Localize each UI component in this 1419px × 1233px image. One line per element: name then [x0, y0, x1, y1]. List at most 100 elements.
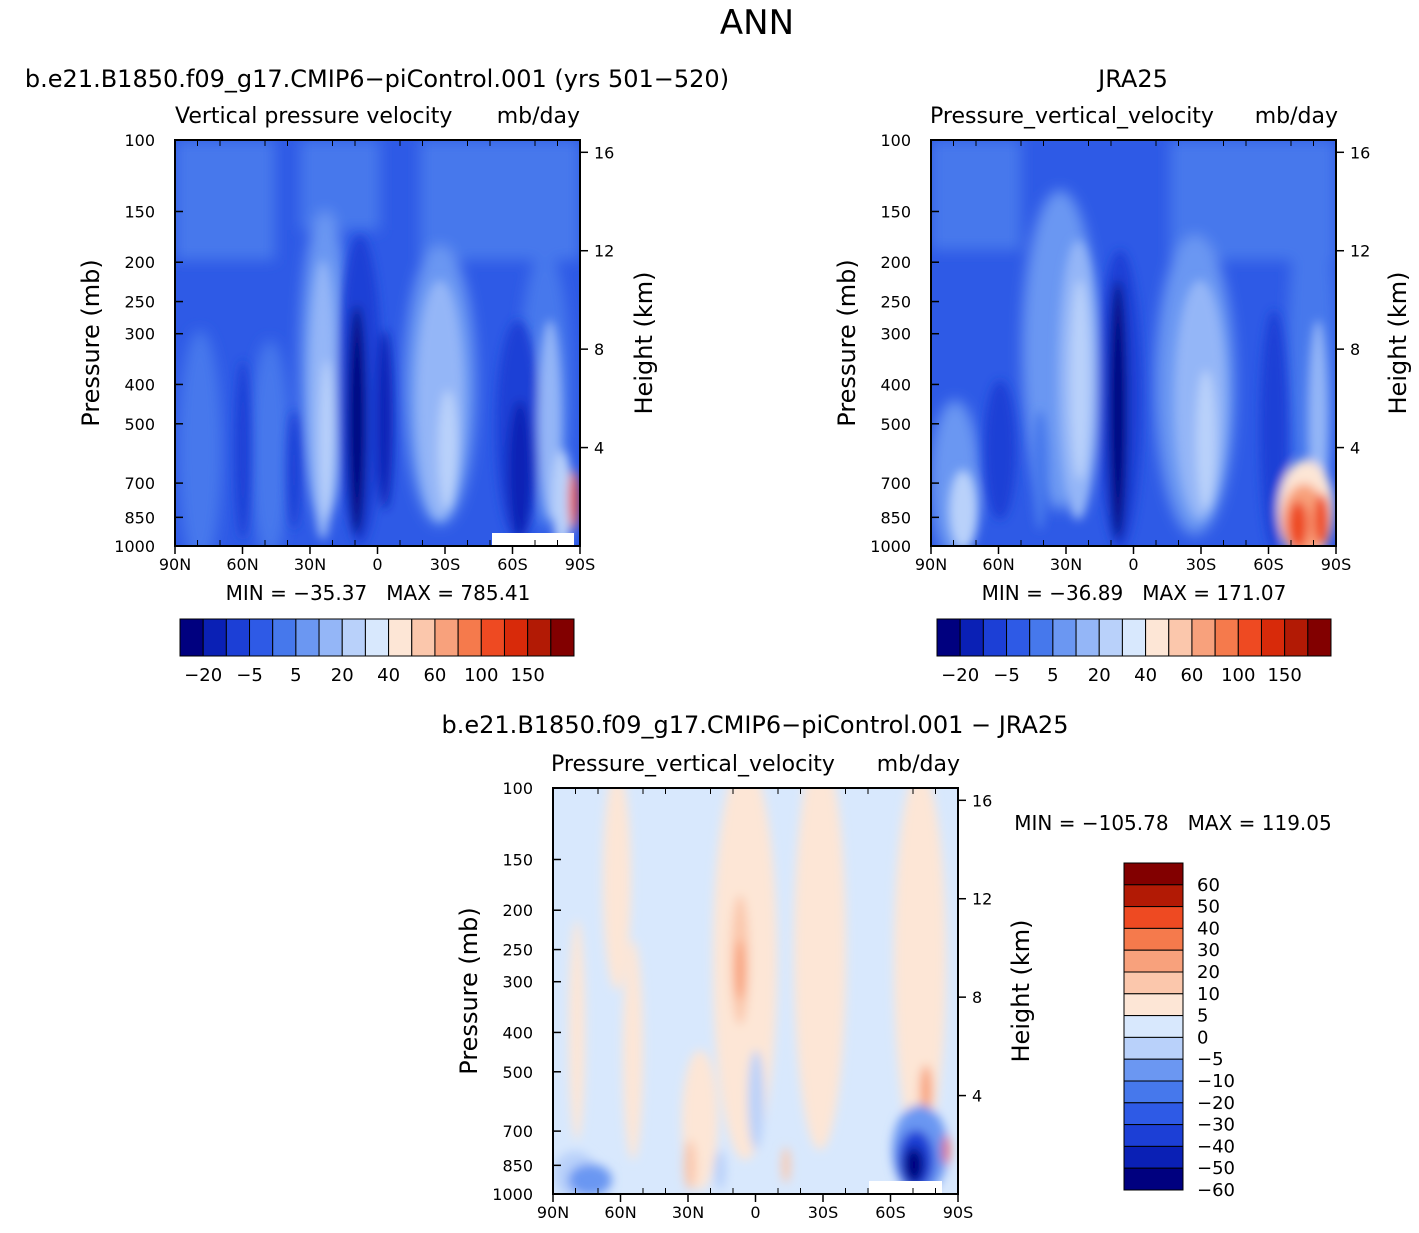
colorbar-label: 60 — [1180, 665, 1203, 686]
colorbar-swatch — [1123, 884, 1184, 908]
x-tick-label: 90S — [565, 555, 596, 574]
y-tick-label: 700 — [880, 474, 911, 493]
y-tick-label: 400 — [880, 375, 911, 394]
panel-obs-ylabel-right: Height (km) — [1384, 272, 1412, 415]
colorbar-label: 150 — [1267, 665, 1301, 686]
panel-diff-ylabel: Pressure (mb) — [455, 907, 483, 1074]
y-tick-label: 250 — [502, 941, 533, 960]
colorbar-label: 20 — [1197, 962, 1220, 983]
colorbar-label: 40 — [1134, 665, 1157, 686]
x-tick-label: 90N — [537, 1203, 569, 1222]
y2-tick-label: 8 — [972, 988, 982, 1007]
colorbar-label: −50 — [1197, 1158, 1235, 1179]
y-tick-label: 100 — [502, 779, 533, 798]
colorbar-swatch — [295, 618, 320, 657]
colorbar-label: 100 — [1221, 665, 1255, 686]
colorbar-swatch — [272, 618, 297, 657]
y-tick-label: 300 — [880, 325, 911, 344]
y-tick-label: 150 — [502, 850, 533, 869]
x-tick-label: 0 — [1128, 555, 1138, 574]
colorbar-swatch — [936, 618, 961, 657]
y-tick-label: 500 — [124, 415, 155, 434]
x-tick-label: 30S — [1186, 555, 1217, 574]
panel-obs-units: mb/day — [1255, 104, 1338, 129]
y-tick-label: 200 — [502, 901, 533, 920]
colorbar-swatch — [1237, 618, 1262, 657]
colorbar-swatch — [1214, 618, 1239, 657]
y-tick-label: 250 — [124, 293, 155, 312]
colorbar-swatch — [1052, 618, 1077, 657]
colorbar-label: −5 — [993, 665, 1020, 686]
colorbar-swatch — [179, 618, 204, 657]
colorbar-swatch — [364, 618, 390, 657]
colorbar-label: −20 — [941, 665, 979, 686]
colorbar-swatch — [1123, 1145, 1184, 1169]
colorbar-swatch — [503, 618, 529, 657]
x-tick-label: 0 — [750, 1203, 760, 1222]
panel-diff: b.e21.B1850.f09_g17.CMIP6−piControl.001 … — [442, 711, 1332, 1222]
colorbar-swatch — [318, 618, 343, 657]
colorbar-swatch — [1075, 618, 1100, 657]
colorbar-swatch — [1123, 1124, 1184, 1147]
colorbar-label: 5 — [1197, 1006, 1208, 1027]
colorbar-swatch — [1123, 971, 1184, 995]
colorbar-label: −20 — [184, 665, 222, 686]
y-tick-label: 850 — [880, 508, 911, 527]
colorbar-swatch — [550, 618, 575, 657]
x-tick-label: 90N — [159, 555, 191, 574]
y2-tick-label: 12 — [972, 890, 992, 909]
y-tick-label: 700 — [502, 1122, 533, 1141]
y2-tick-label: 4 — [972, 1087, 982, 1106]
panel-obs-field — [931, 140, 1336, 546]
colorbar-swatch — [959, 618, 984, 657]
y-tick-label: 150 — [880, 202, 911, 221]
y-tick-label: 300 — [124, 325, 155, 344]
y2-tick-label: 12 — [1350, 242, 1370, 261]
x-tick-label: 60S — [1253, 555, 1284, 574]
y2-tick-label: 16 — [594, 143, 614, 162]
colorbar-swatch — [341, 618, 366, 657]
colorbar-label: 40 — [1197, 918, 1220, 939]
colorbar-swatch — [1006, 618, 1031, 657]
y-tick-label: 850 — [124, 508, 155, 527]
panel-model-ylabel: Pressure (mb) — [77, 259, 105, 426]
colorbar-label: −20 — [1197, 1093, 1235, 1114]
y-tick-label: 400 — [124, 375, 155, 394]
y-tick-label: 200 — [880, 253, 911, 272]
colorbar-label: 60 — [423, 665, 446, 686]
colorbar-swatch — [1145, 618, 1170, 657]
y-tick-label: 500 — [502, 1063, 533, 1082]
y2-tick-label: 4 — [1350, 439, 1360, 458]
colorbar-label: 10 — [1197, 984, 1220, 1005]
y2-tick-label: 16 — [972, 791, 992, 810]
colorbar-swatch — [1123, 927, 1184, 951]
y2-tick-label: 8 — [1350, 340, 1360, 359]
y2-tick-label: 8 — [594, 340, 604, 359]
panel-obs-axes: 100 150 200 250 300 400 500 700 850 1000 16 12 8 4 90N… — [870, 131, 1370, 574]
panel-diff-axes: 100 150 200 250 300 400 500 700 850 1000 16 12 8 4 90N… — [492, 779, 992, 1222]
panel-diff-subtitle: Pressure_vertical_velocity — [551, 752, 835, 777]
y2-tick-label: 4 — [594, 439, 604, 458]
x-tick-label: 60N — [226, 555, 258, 574]
x-tick-label: 0 — [372, 555, 382, 574]
y-tick-label: 1000 — [492, 1185, 533, 1204]
colorbar-label: 40 — [377, 665, 400, 686]
colorbar-label: 50 — [1197, 897, 1220, 918]
y-tick-label: 1000 — [870, 537, 911, 556]
panel-diff-ylabel-right: Height (km) — [1007, 920, 1035, 1063]
panel-model-title: b.e21.B1850.f09_g17.CMIP6−piControl.001 … — [25, 65, 729, 93]
colorbar-swatch — [434, 618, 459, 657]
colorbar-swatch — [1029, 618, 1054, 657]
x-tick-label: 60N — [982, 555, 1014, 574]
x-tick-label: 90S — [943, 1203, 974, 1222]
colorbar-swatch — [1123, 949, 1184, 973]
panel-model-colorbar: −20 −5 5 20 40 60 100 150 — [179, 618, 575, 686]
panel-model-field — [175, 140, 580, 546]
y-tick-label: 700 — [124, 474, 155, 493]
colorbar-label: 30 — [1197, 940, 1220, 961]
colorbar-swatch — [1123, 1058, 1184, 1082]
panel-diff-field — [553, 788, 958, 1194]
y-tick-label: 1000 — [114, 537, 155, 556]
